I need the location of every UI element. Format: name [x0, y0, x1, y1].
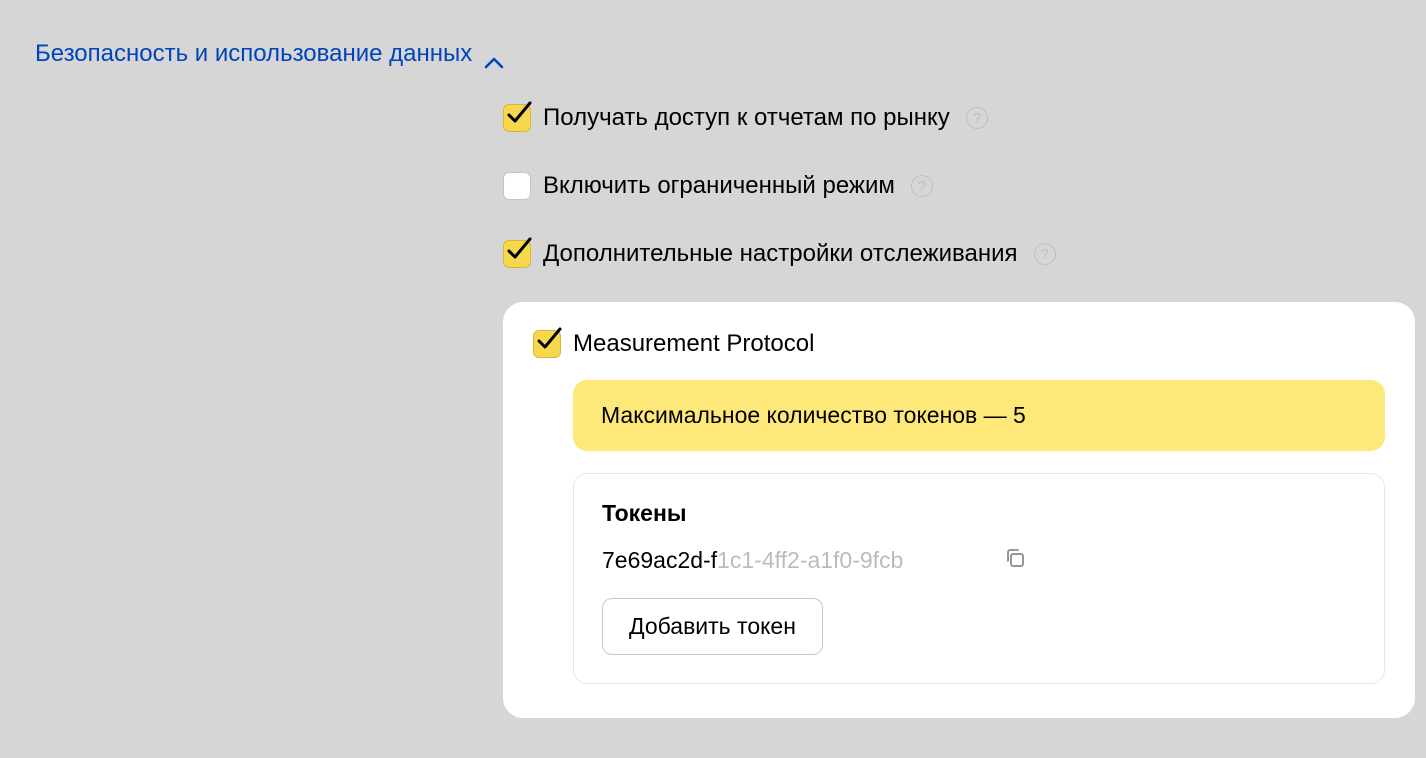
token-row: 7e69ac2d-f1c1-4ff2-a1f0-9fcb [602, 547, 1356, 574]
option-measurement-protocol: Measurement Protocol [533, 330, 1385, 358]
label-limited-mode: Включить ограниченный режим [543, 172, 895, 200]
help-icon[interactable]: ? [966, 107, 988, 129]
tokens-title: Токены [602, 500, 1356, 527]
token-value: 7e69ac2d-f1c1-4ff2-a1f0-9fcb [602, 547, 903, 574]
copy-icon[interactable] [1004, 547, 1026, 574]
help-icon[interactable]: ? [1034, 243, 1056, 265]
label-market-reports: Получать доступ к отчетам по рынку [543, 104, 950, 132]
option-tracking-settings: Дополнительные настройки отслеживания ? [503, 240, 1391, 268]
section-header-security[interactable]: Безопасность и использование данных [35, 40, 1391, 68]
measurement-protocol-card: Measurement Protocol Максимальное количе… [503, 302, 1415, 718]
checkbox-market-reports[interactable] [503, 104, 531, 132]
help-icon[interactable]: ? [911, 175, 933, 197]
add-token-button[interactable]: Добавить токен [602, 598, 823, 655]
section-title: Безопасность и использование данных [35, 40, 472, 68]
checkbox-limited-mode[interactable] [503, 172, 531, 200]
token-masked-part: 1c1-4ff2-a1f0-9fcb [717, 547, 903, 573]
token-visible-part: 7e69ac2d-f [602, 547, 717, 573]
tokens-panel: Токены 7e69ac2d-f1c1-4ff2-a1f0-9fcb Доба… [573, 473, 1385, 684]
max-tokens-alert: Максимальное количество токенов — 5 [573, 380, 1385, 451]
chevron-up-icon [484, 48, 504, 60]
option-limited-mode: Включить ограниченный режим ? [503, 172, 1391, 200]
label-measurement-protocol: Measurement Protocol [573, 330, 814, 358]
alert-text: Максимальное количество токенов — 5 [601, 402, 1026, 428]
option-market-reports: Получать доступ к отчетам по рынку ? [503, 104, 1391, 132]
label-tracking-settings: Дополнительные настройки отслеживания [543, 240, 1018, 268]
checkbox-measurement-protocol[interactable] [533, 330, 561, 358]
checkbox-tracking-settings[interactable] [503, 240, 531, 268]
